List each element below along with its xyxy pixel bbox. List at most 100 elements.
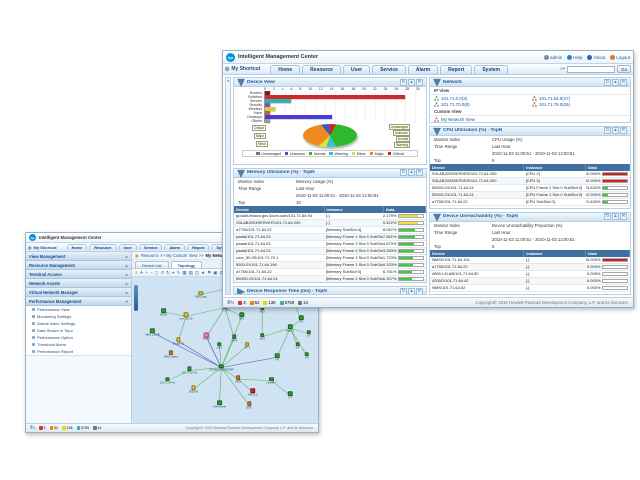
topology-node[interactable]: sw-4 (232, 334, 237, 342)
sidebar-section-performance-management[interactable]: Performance Management ▾ (26, 297, 131, 306)
sidebar-section-view-management[interactable]: View Management ▸ (26, 252, 131, 261)
collapse-icon[interactable]: ▾ (433, 125, 442, 140)
pan-icon[interactable]: ✛ (139, 270, 144, 275)
grid-icon[interactable]: ▦ (182, 270, 187, 275)
topology-node[interactable]: sw-5 (259, 333, 265, 341)
star-icon[interactable]: ★ (201, 270, 206, 275)
breadcrumb-prefix[interactable]: Resource >> My Custom View >> (140, 253, 204, 258)
alarm-count-warning[interactable]: 5759 (76, 426, 89, 430)
sidebar-item-global-index-settings[interactable]: Global Index Settings (26, 320, 131, 327)
pie[interactable] (303, 124, 357, 147)
menu-tab-resource[interactable]: Resource (302, 64, 341, 74)
logout-link[interactable]: Logout (610, 54, 630, 60)
menu-tab-resource[interactable]: Resource (89, 244, 117, 250)
legend-icon[interactable]: ◫ (194, 270, 200, 275)
alarm-count-minor[interactable]: 136 (263, 300, 276, 305)
table-row[interactable]: paata/101.71.64.23 [Memory Frame 2 Slot 0… (234, 247, 426, 255)
sidebar-section-terminal-access[interactable]: Terminal Access ▸ (26, 270, 131, 279)
front-my-shortcut-button[interactable]: ◎ My Shortcut (225, 66, 261, 72)
ip-view-link[interactable]: 101.71.0.0(3) (434, 96, 528, 101)
bar[interactable] (265, 95, 405, 99)
menu-tab-service[interactable]: Service (372, 64, 406, 74)
device-cell[interactable]: 5500-EI/101.71.64.196 (234, 261, 324, 269)
table-row[interactable]: 4800 L2LAB/101.71.64.50 [-] 0.000% (430, 270, 630, 278)
ip-view-link[interactable]: 101.71.64.0(47) (532, 96, 626, 101)
device-cell[interactable]: 4200G/101.71.64.42 (430, 277, 524, 285)
locate-icon[interactable]: ⌖ (172, 270, 175, 275)
table-row[interactable]: S3LAB2003SERVER/101.71.64.200[CPU 2]100.… (430, 170, 630, 178)
sidebar-item-data-shown-in-topo[interactable]: Data Shown in Topo (26, 327, 131, 334)
admin-link[interactable]: admin (543, 54, 562, 60)
device-cell[interactable]: NMS/101.71.64.52 (430, 284, 524, 292)
menu-tab-system[interactable]: System (474, 64, 508, 74)
collapse-icon[interactable]: ▾ (433, 77, 442, 91)
close-icon[interactable]: ✕ (416, 78, 423, 86)
column-header[interactable]: Device (234, 205, 325, 213)
collapse-panel-icon[interactable]: ▴ (408, 287, 415, 295)
select-icon[interactable]: ≡ (135, 270, 138, 275)
column-header[interactable]: Instance (523, 249, 587, 257)
collapse-icon[interactable]: ▾ (237, 167, 246, 182)
table-row[interactable]: a7750/101.71.64.22 [-] 0.000% (430, 263, 630, 271)
bar[interactable] (265, 119, 271, 123)
alarm-count-major[interactable]: 52 (249, 300, 259, 305)
close-icon[interactable]: ✕ (416, 287, 423, 295)
bar[interactable] (265, 115, 333, 119)
table-row[interactable]: NMS2/101.71.64.101[-]100.000% (430, 256, 630, 264)
column-header[interactable]: Data (585, 163, 630, 171)
topology-node[interactable]: NMS2 (203, 332, 210, 341)
topology-node[interactable]: s-4 (295, 341, 300, 349)
refresh-icon[interactable]: ↻ (400, 169, 407, 177)
bar[interactable] (265, 103, 271, 107)
column-header[interactable]: Instance (324, 205, 384, 213)
table-row[interactable]: 5500G-EI/101.71.64.24 [Memory Frame 2 Slo… (234, 275, 426, 283)
close-icon[interactable]: ✕ (620, 213, 627, 221)
topology-node[interactable]: NMS2-b (248, 388, 258, 396)
table-row[interactable]: 4200G/101.71.64.42 [-] 0.000% (430, 277, 630, 285)
menu-tab-user[interactable]: User (118, 244, 137, 250)
device-cell[interactable]: S3LAB2003SERVER/101.71.64.200 (430, 177, 524, 185)
nav-expand-strip[interactable]: ◂ (225, 77, 231, 295)
topology-node[interactable]: 4200G (160, 308, 168, 316)
device-cell[interactable]: paata/101.71.64.23 (234, 240, 324, 248)
menu-tab-report[interactable]: Report (440, 64, 473, 74)
topology-node[interactable]: 4800 L2LAB (145, 328, 160, 336)
menu-tab-service[interactable]: Service (138, 244, 163, 250)
table-row[interactable]: NMS/101.71.64.52 [-] 0.000% (430, 284, 630, 292)
menu-tab-alarm[interactable]: Alarm (407, 64, 439, 74)
close-icon[interactable]: ✕ (416, 169, 423, 177)
topology-node[interactable]: EAD (247, 401, 252, 409)
device-cell[interactable]: a7750/101.71.64.22 (234, 268, 324, 276)
device-cell[interactable]: a7750/101.71.64.22 (430, 263, 524, 271)
alarm-refresh-icon[interactable]: ↻ (33, 425, 37, 430)
search-icon[interactable]: ⌕▾ (560, 65, 565, 72)
collapse-panel-icon[interactable]: ▴ (612, 78, 619, 86)
collapse-panel-icon[interactable]: ▴ (408, 169, 415, 177)
table-row[interactable]: S3LAB2003SERVER/101.71.64.200[-]80.522% (234, 219, 426, 227)
search-go-button[interactable]: Go (616, 65, 631, 73)
topology-node[interactable]: core_50.25 (179, 312, 192, 320)
bar[interactable] (265, 91, 271, 95)
redo-icon[interactable]: ↻ (166, 270, 171, 275)
alarm-sound-icon[interactable]: ≣ (227, 300, 231, 305)
tab-device-list[interactable]: Device List (135, 261, 169, 268)
menu-tab-alarm[interactable]: Alarm (164, 244, 186, 250)
column-header[interactable]: Data (585, 249, 630, 257)
menu-tab-home[interactable]: Home (270, 64, 301, 74)
sidebar-item-performance-option[interactable]: Performance Option (26, 334, 131, 341)
table-row[interactable]: a7750/101.71.64.22[Memory SubSlot 0]56.7… (234, 268, 426, 276)
table-row[interactable]: 5500G-EI/101.71.64.24 [CPU Frame 2 Slot 0… (430, 184, 630, 192)
sidebar-section-resource-management[interactable]: Resource Management ▸ (26, 261, 131, 270)
refresh-icon[interactable]: ↻ (400, 78, 407, 86)
alarm-count-critical[interactable]: 3 (39, 426, 46, 430)
alarm-refresh-icon[interactable]: ↻ (230, 300, 235, 305)
table-row[interactable]: core_50.25/101.71.70.1 [Memory Frame 1 Sl… (234, 254, 426, 262)
alarm-count-info[interactable]: 14 (93, 426, 102, 430)
alarm-sound-icon[interactable]: ≣ (30, 425, 34, 430)
alarm-count-major[interactable]: 52 (49, 426, 58, 430)
device-cell[interactable]: 5500G-EI/101.71.64.24 (234, 275, 324, 283)
alarm-count-info[interactable]: 14 (298, 300, 308, 305)
sidebar-section-network-assets[interactable]: Network Assets ▸ (26, 279, 131, 288)
collapse-icon[interactable]: ▾ (433, 211, 442, 226)
column-header[interactable]: Device (430, 249, 525, 257)
